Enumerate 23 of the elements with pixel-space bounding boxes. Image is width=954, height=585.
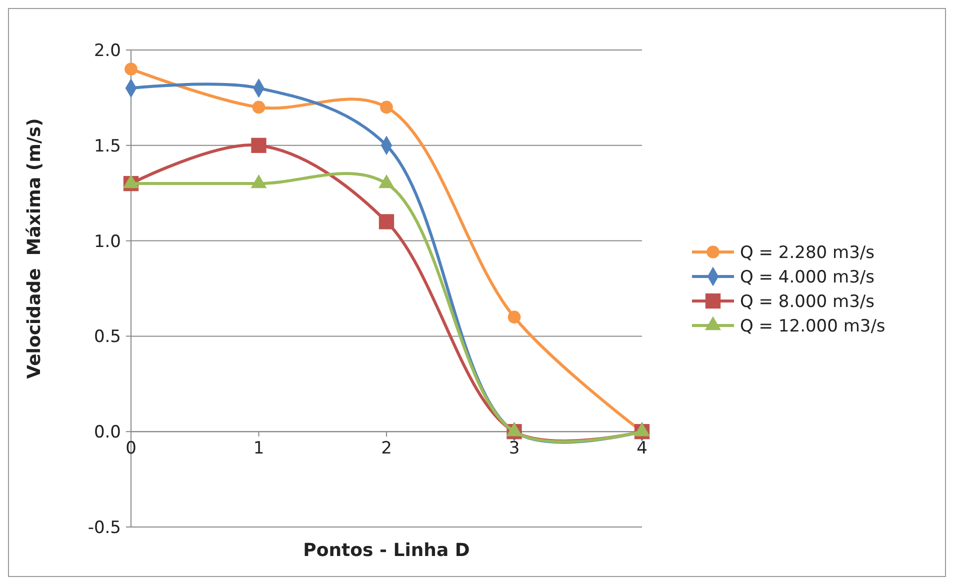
y-tick-label: 1.5 [94,136,121,156]
y-tick-label: 1.0 [94,232,121,252]
y-tick-label: 0.0 [94,422,121,443]
y-tick-label: 0.5 [94,327,121,348]
x-tick-label: 4 [636,438,648,459]
legend-label: Q = 4.000 m3/s [740,267,875,288]
x-tick-label: 2 [381,438,392,459]
x-tick-label: 3 [508,438,520,459]
legend-label: Q = 8.000 m3/s [740,292,875,312]
point [508,310,521,324]
point [378,214,394,230]
y-tick-label: -0.5 [88,518,121,538]
legend-label: Q = 2.280 m3/s [740,242,875,263]
x-axis-title: Pontos - Linha D [303,540,470,561]
y-tick-label: 2.0 [94,40,121,61]
x-tick-label: 0 [126,438,136,459]
legend-label: Q = 12.000 m3/s [740,316,886,336]
x-tick-label: 1 [253,438,264,459]
point [124,62,138,76]
point [380,100,393,114]
y-axis-title: Velocidade Máxima (m/s) [24,118,45,379]
point [252,100,266,114]
point [251,138,266,153]
